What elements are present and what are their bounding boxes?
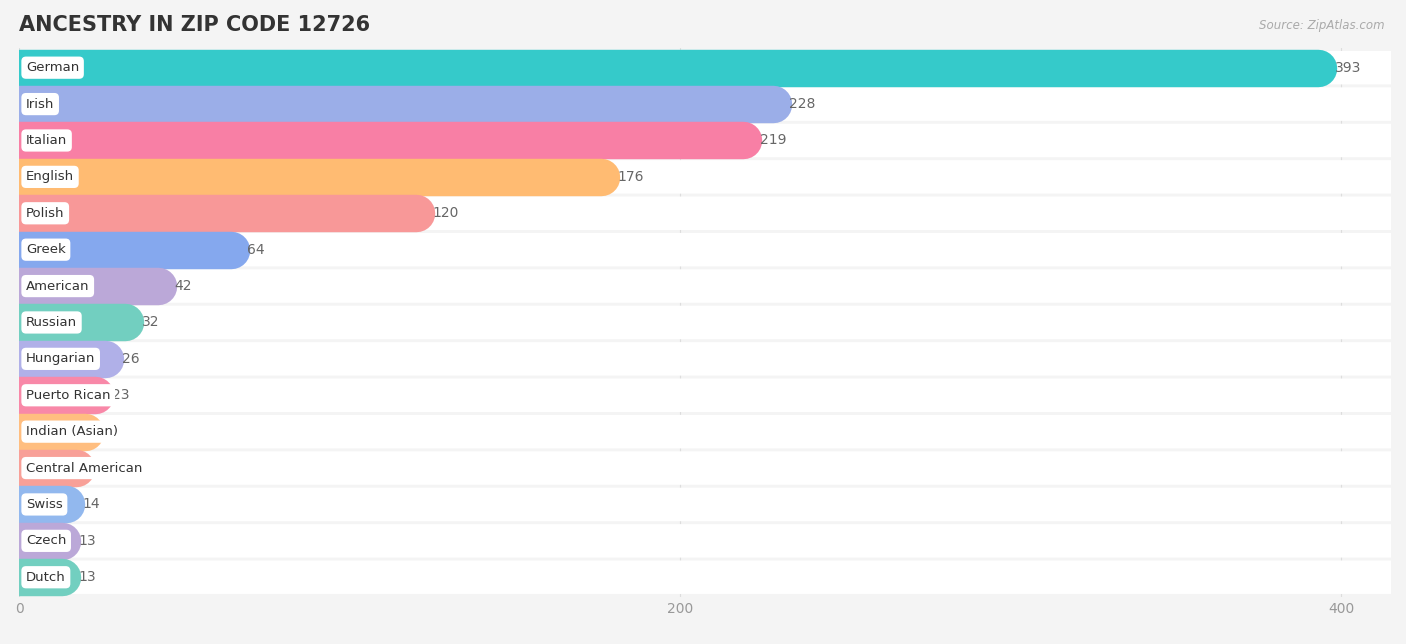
FancyBboxPatch shape (20, 306, 1391, 339)
Bar (20, 349, 105, 369)
Text: Indian (Asian): Indian (Asian) (25, 425, 118, 438)
Bar (20, 458, 76, 478)
FancyBboxPatch shape (20, 488, 1391, 521)
Text: 42: 42 (174, 279, 193, 293)
Bar (20, 531, 62, 551)
FancyBboxPatch shape (20, 233, 1391, 267)
Text: Polish: Polish (25, 207, 65, 220)
Text: German: German (25, 61, 79, 74)
Text: Swiss: Swiss (25, 498, 63, 511)
Text: Puerto Rican: Puerto Rican (25, 389, 111, 402)
FancyBboxPatch shape (20, 415, 1391, 448)
FancyBboxPatch shape (20, 560, 1391, 594)
Bar (20, 495, 66, 515)
Bar (20, 276, 159, 296)
Text: 14: 14 (82, 497, 100, 511)
Bar (20, 312, 125, 332)
Bar (20, 422, 86, 442)
Text: 64: 64 (247, 243, 266, 257)
Text: 219: 219 (759, 133, 786, 147)
FancyBboxPatch shape (20, 124, 1391, 157)
Text: Dutch: Dutch (25, 571, 66, 583)
FancyBboxPatch shape (20, 269, 1391, 303)
Text: 120: 120 (433, 206, 458, 220)
Text: 17: 17 (91, 461, 110, 475)
Bar (20, 167, 602, 187)
Text: 228: 228 (789, 97, 815, 111)
Text: 20: 20 (103, 424, 120, 439)
Text: 32: 32 (142, 316, 159, 330)
Text: Hungarian: Hungarian (25, 352, 96, 365)
FancyBboxPatch shape (20, 524, 1391, 558)
Text: Greek: Greek (25, 243, 66, 256)
Bar (20, 567, 62, 587)
Text: 13: 13 (79, 534, 97, 548)
Text: Central American: Central American (25, 462, 142, 475)
FancyBboxPatch shape (20, 88, 1391, 121)
Text: 13: 13 (79, 570, 97, 584)
Text: Czech: Czech (25, 535, 66, 547)
Text: 393: 393 (1334, 61, 1361, 75)
Bar (20, 240, 231, 260)
Text: English: English (25, 171, 75, 184)
Bar (20, 385, 96, 405)
Text: Source: ZipAtlas.com: Source: ZipAtlas.com (1260, 19, 1385, 32)
Bar (20, 131, 744, 151)
FancyBboxPatch shape (20, 379, 1391, 412)
Text: Irish: Irish (25, 98, 55, 111)
Text: 23: 23 (112, 388, 129, 402)
FancyBboxPatch shape (20, 51, 1391, 84)
Text: ANCESTRY IN ZIP CODE 12726: ANCESTRY IN ZIP CODE 12726 (20, 15, 371, 35)
FancyBboxPatch shape (20, 451, 1391, 485)
FancyBboxPatch shape (20, 196, 1391, 230)
Text: Italian: Italian (25, 134, 67, 147)
Text: 26: 26 (122, 352, 139, 366)
Text: American: American (25, 279, 90, 292)
FancyBboxPatch shape (20, 342, 1391, 375)
Text: Russian: Russian (25, 316, 77, 329)
FancyBboxPatch shape (20, 160, 1391, 194)
Text: 176: 176 (617, 170, 644, 184)
Bar (20, 94, 773, 114)
Bar (20, 58, 1319, 78)
Bar (20, 204, 416, 223)
